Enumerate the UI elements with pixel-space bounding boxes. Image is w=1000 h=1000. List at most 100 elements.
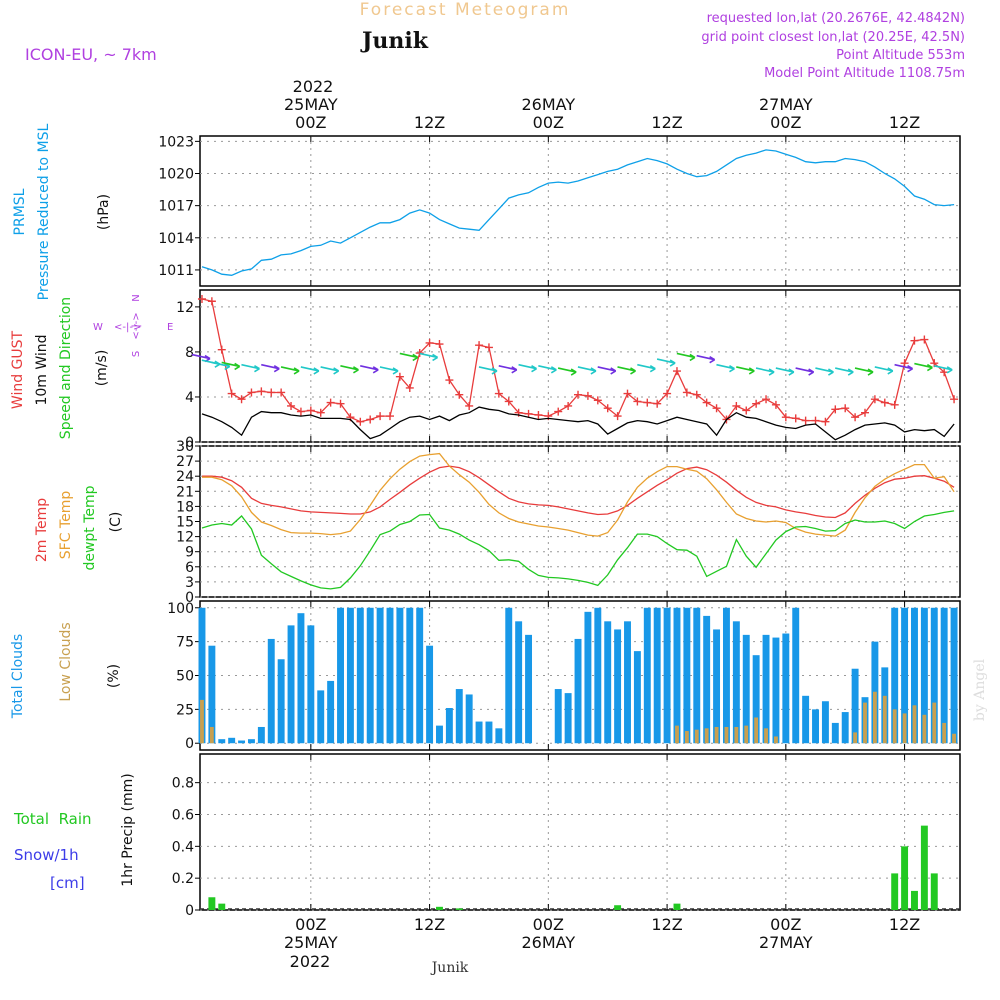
clouds-units: (%) <box>106 664 122 688</box>
rain-bar <box>911 890 918 910</box>
total-clouds-bar <box>564 693 572 744</box>
total-clouds-bar <box>525 634 533 744</box>
compass-e: E <box>167 322 173 333</box>
sfc-temp-line <box>202 452 955 537</box>
total-clouds-bar <box>228 737 236 744</box>
total-clouds-bar <box>713 629 721 744</box>
pressure-title-1: PRMSL <box>12 188 28 235</box>
model-label: ICON-EU, ~ 7km <box>25 45 157 64</box>
total-clouds-bar <box>663 607 671 744</box>
wind-arrow-icon <box>914 362 933 372</box>
gust-point-marker <box>663 389 672 398</box>
total-clouds-bar <box>584 611 592 744</box>
gust-point-marker <box>277 388 286 397</box>
clouds-panel: 0 25 50 75 100 <box>167 600 961 752</box>
total-clouds-bar <box>485 721 493 744</box>
gust-point-marker <box>841 404 850 413</box>
total-clouds-bar <box>416 607 424 744</box>
total-clouds-bar <box>208 645 216 744</box>
total-clouds-bar <box>396 607 404 744</box>
gust-point-marker <box>682 388 691 397</box>
wind-arrow-icon <box>597 366 617 375</box>
total-clouds-bar <box>802 695 810 744</box>
gust-point-marker <box>306 406 315 415</box>
total-clouds-bar <box>317 690 325 744</box>
info-line-1: requested lon,lat (20.2676E, 42.4842N) <box>707 11 965 26</box>
y-tick-label: 0 <box>185 736 194 752</box>
gust-point-marker <box>702 398 711 407</box>
footer-location: Junik <box>430 960 469 976</box>
gust-point-marker <box>484 343 493 352</box>
total-clouds-bar <box>406 607 414 744</box>
gust-point-marker <box>910 336 919 345</box>
gust-title: Wind GUST <box>10 330 26 409</box>
wind-arrow-icon <box>736 366 755 375</box>
panel-frame <box>199 135 961 287</box>
bottom-hour-label: 12Z <box>889 915 920 934</box>
wind-arrow-icon <box>874 366 894 375</box>
top-hour-label: 00Z <box>770 113 801 132</box>
top-hour-label: 12Z <box>651 113 682 132</box>
rain-bar <box>455 908 463 910</box>
gust-point-marker <box>356 417 365 426</box>
total-clouds-bar <box>505 607 513 744</box>
10m-wind-line <box>201 406 955 441</box>
y-tick-label: 0 <box>185 590 194 606</box>
gust-point-marker <box>742 406 751 415</box>
total-clouds-bar <box>346 607 354 744</box>
total-clouds-bar <box>436 725 443 744</box>
gust-point-marker <box>287 401 296 410</box>
total-clouds-bar <box>257 726 265 744</box>
low-clouds-bar <box>209 726 214 744</box>
total-clouds-bar <box>772 637 780 744</box>
gust-point-marker <box>692 390 701 399</box>
top-hour-label: 12Z <box>889 113 920 132</box>
gust-point-marker <box>574 390 583 399</box>
gust-point-marker <box>623 389 632 398</box>
wind-arrow-icon <box>894 363 913 373</box>
gust-point-marker <box>583 391 592 400</box>
wind-arrow-icon <box>557 367 577 376</box>
total-clouds-bar <box>218 739 226 744</box>
gust-point-marker <box>425 338 434 347</box>
info-line-4: Model Point Altitude 1108.75m <box>764 66 965 81</box>
info-line-3: Point Altitude 553m <box>836 48 965 63</box>
compass-w: W <box>93 322 103 333</box>
total-clouds-title: Total Clouds <box>10 634 26 719</box>
y-tick-label: 8 <box>185 345 194 361</box>
rain-bar <box>436 906 443 910</box>
wind-arrow-icon <box>379 366 399 375</box>
wind-arrow-icon <box>538 365 557 374</box>
gust-point-marker <box>267 388 276 397</box>
total-clouds-bar <box>920 607 928 744</box>
precip-units: 1hr Precip (mm) <box>120 773 136 886</box>
total-clouds-bar <box>327 680 335 744</box>
gust-point-marker <box>603 404 612 413</box>
gust-point-marker <box>494 389 503 398</box>
gust-point-marker <box>475 341 484 350</box>
total-clouds-bar <box>950 607 958 744</box>
rain-bar <box>208 897 216 910</box>
low-clouds-bar <box>774 736 778 744</box>
low-clouds-bar <box>853 732 858 744</box>
total-clouds-bar <box>465 694 473 744</box>
low-clouds-bar <box>942 722 947 744</box>
total-clouds-bar <box>673 607 681 744</box>
bottom-date-label: 25MAY <box>284 933 338 952</box>
pressure-title-2: Pressure Reduced to MSL <box>36 123 52 300</box>
y-tick-label: 25 <box>176 702 194 718</box>
wind-arrow-icon <box>320 366 340 375</box>
top-date-label: 25MAY <box>284 95 338 114</box>
low-clouds-bar <box>684 731 689 744</box>
temp-units: (C) <box>108 512 124 533</box>
y-tick-label: 1020 <box>158 167 194 183</box>
gust-point-marker <box>781 413 790 422</box>
top-hour-label: 12Z <box>414 113 445 132</box>
total-clouds-bar <box>821 701 829 744</box>
total-clouds-bar <box>901 607 909 744</box>
y-tick-label: 0 <box>185 435 194 451</box>
gust-point-marker <box>534 410 543 419</box>
total-clouds-bar <box>683 607 691 744</box>
gust-point-marker <box>405 383 414 392</box>
gust-point-marker <box>890 400 899 409</box>
